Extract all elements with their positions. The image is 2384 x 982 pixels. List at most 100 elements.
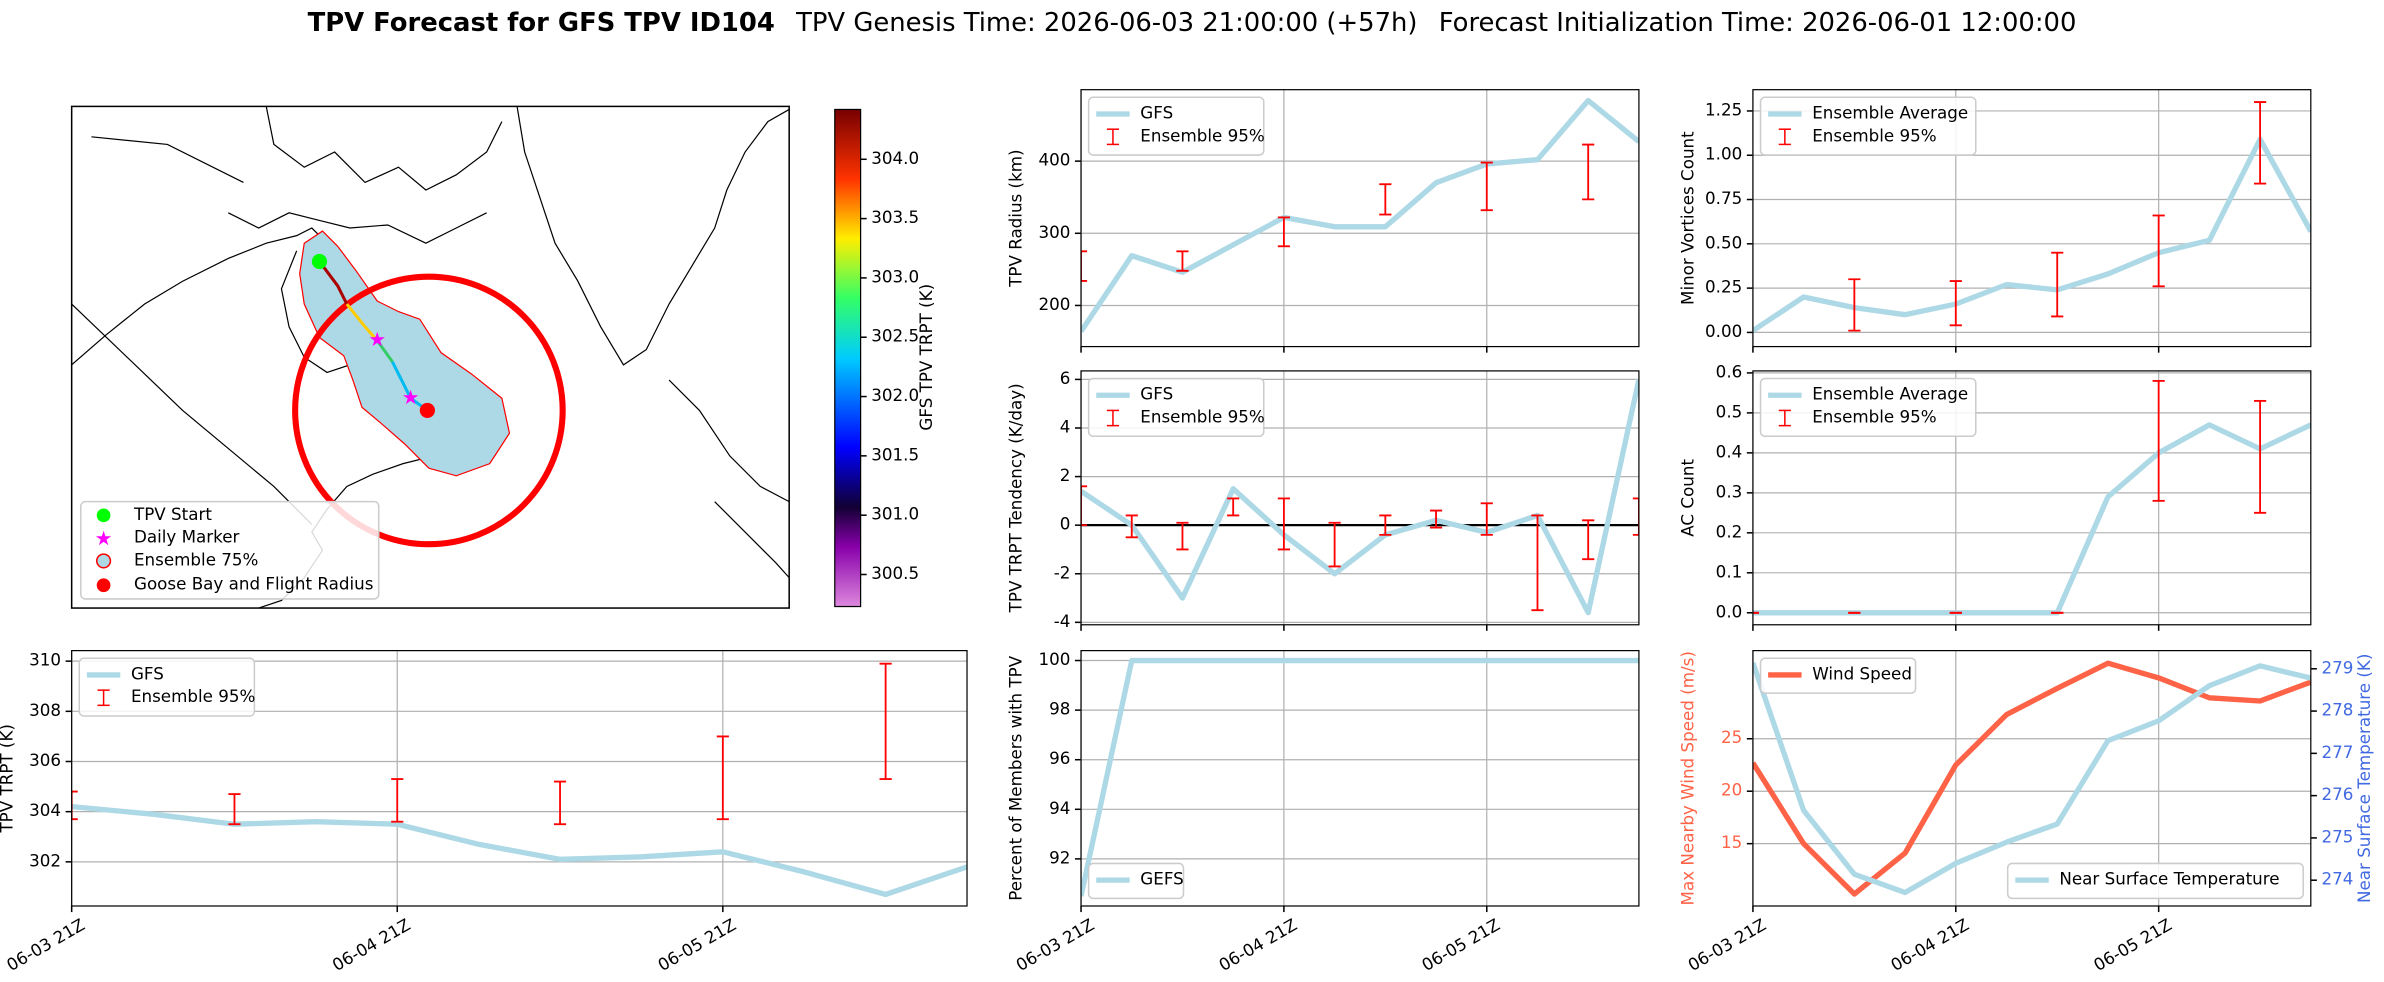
legend-label: GEFS [1140, 869, 1183, 889]
chart: 15 20 25 274 275 276 277 278 279 06-03 21Z 06-04 2… [1678, 650, 2374, 975]
y-tick-label: 302 [29, 850, 61, 870]
legend-label: Ensemble 95% [1812, 125, 1936, 145]
map-legend [80, 500, 380, 600]
colorbar-tick-label: 301.5 [871, 444, 919, 464]
title-init: Forecast Initialization Time: 2026-06-01… [1439, 7, 2077, 37]
y-tick-label: -4 [1054, 611, 1071, 631]
map-frame [70, 105, 790, 609]
x-tick-label: 06-05 21Z [654, 914, 739, 975]
y-tick-label: 6 [1060, 368, 1071, 388]
axes-frame [71, 650, 968, 907]
x-tick-label: 06-04 21Z [329, 914, 414, 975]
y-tick-label: 1.00 [1705, 144, 1742, 164]
legend-label: TPV Start [133, 504, 212, 524]
plot-marks [1081, 97, 1639, 333]
legend-label: Daily Marker [134, 527, 240, 547]
legend-label: Ensemble Average [1812, 384, 1968, 404]
chart: 0.00 0.25 0.50 0.75 1.00 1.25 Minor Vortices C… [1678, 89, 2312, 353]
plot-marks [1752, 379, 2311, 616]
coastline [516, 106, 790, 366]
legend [1759, 96, 1977, 156]
x-tick-label: 06-04 21Z [1215, 914, 1300, 975]
y-tick-label: 100 [1038, 649, 1070, 669]
y-tick-label: 0 [1060, 514, 1071, 534]
legend [1087, 377, 1265, 438]
axes-frame [1752, 650, 2312, 907]
colorbar [834, 108, 862, 608]
y-tick-label: 0.50 [1705, 232, 1742, 252]
y2-axis-label: Near Surface Temperature (K) [2354, 654, 2374, 903]
y2-tick-label: 275 [2321, 826, 2353, 846]
plot-marks [71, 662, 968, 898]
x-tick-label: 06-03 21Z [3, 914, 88, 975]
y-axis-label: Percent of Members with TPV [1006, 655, 1026, 901]
legend-symbol [95, 553, 112, 569]
colorbar-tick-label: 304.0 [871, 148, 919, 168]
y-tick-label: 0.3 [1716, 481, 1743, 501]
goose-bay [419, 402, 435, 419]
y-tick-label: 0.0 [1716, 601, 1743, 621]
legend-label: GFS [131, 663, 164, 683]
y2-tick-label: 276 [2321, 784, 2353, 804]
chart: 92 94 96 98 100 06-03 21Z 06-04 21Z 06-05 21Z Pe… [1006, 649, 1640, 975]
legend-label: GFS [1140, 384, 1173, 404]
map-content: ★ ★ [71, 106, 790, 609]
tpv-start [311, 253, 328, 270]
y-tick-label: 310 [29, 650, 61, 670]
line-series [1081, 378, 1639, 616]
legend [2006, 862, 2304, 900]
y2-tick-label: 274 [2321, 869, 2353, 889]
axes-frame [1080, 89, 1640, 348]
title-main: TPV Forecast for GFS TPV ID104 [308, 7, 775, 37]
colorbar-tick-label: 303.0 [871, 266, 919, 286]
line-series [1752, 660, 2311, 897]
legend-label: Ensemble 95% [131, 686, 255, 706]
y-tick-label: 25 [1721, 727, 1742, 747]
x-tick-label: 06-04 21Z [1887, 914, 1972, 975]
line-series [1752, 662, 2311, 896]
y-axis-label: TPV Radius (km) [1006, 149, 1026, 287]
colorbar-tick-label: 301.0 [871, 504, 919, 524]
y-tick-label: 98 [1049, 699, 1070, 719]
y-tick-label: 4 [1060, 416, 1071, 436]
legend [1087, 96, 1265, 156]
y-tick-label: 300 [1038, 222, 1070, 242]
y-tick-label: 304 [29, 800, 61, 820]
colorbar-tick-label: 300.5 [871, 563, 919, 583]
plot-marks [1752, 660, 2311, 897]
y-tick-label: 0.75 [1705, 188, 1742, 208]
y-tick-label: 2 [1060, 465, 1071, 485]
track [345, 303, 379, 342]
chart: 0.0 0.1 0.2 0.3 0.4 0.5 0.6 AC Count Ensemble Av… [1678, 361, 2312, 631]
daily-marker: ★ [368, 328, 386, 351]
legend-label: Ensemble 95% [1140, 407, 1264, 427]
y-tick-label: 308 [29, 700, 61, 720]
flight-radius [292, 273, 566, 548]
x-tick-label: 06-05 21Z [2090, 914, 2175, 975]
axes-frame [1080, 650, 1640, 907]
colorbar-tick-label: 302.0 [871, 385, 919, 405]
y2-tick-label: 279 [2321, 657, 2353, 677]
legend [78, 657, 256, 717]
legend-symbol: ★ [95, 527, 113, 550]
coastline [227, 212, 487, 244]
legend-label: Ensemble 95% [1140, 125, 1264, 145]
colorbar-tick-label: 302.5 [871, 326, 919, 346]
track [375, 339, 394, 363]
daily-marker: ★ [402, 386, 420, 409]
y-axis-label: AC Count [1678, 459, 1698, 537]
colorbar-tick-label: 303.5 [871, 207, 919, 227]
chart: 302 304 306 308 310 06-03 21Z 06-04 21Z 06-05 2… [0, 650, 968, 975]
track [318, 260, 349, 305]
legend-label: Wind Speed [1812, 663, 1912, 683]
legend-label: GFS [1140, 103, 1173, 123]
line-series [1081, 657, 1639, 897]
plot-marks [1081, 378, 1639, 616]
y-tick-label: 0.4 [1716, 441, 1743, 461]
y-axis-label: TPV TRPT Tendency (K/day) [1006, 383, 1026, 613]
x-tick-label: 06-05 21Z [1418, 914, 1503, 975]
y-tick-label: 0.00 [1705, 321, 1742, 341]
figure-title: TPV Forecast for GFS TPV ID104 TPV Genesi… [308, 7, 2077, 37]
